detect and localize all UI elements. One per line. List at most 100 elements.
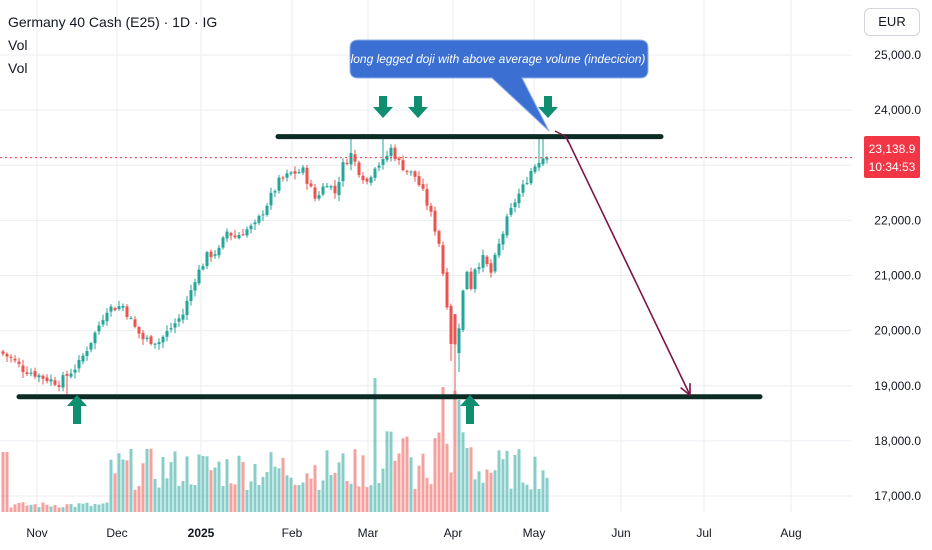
candle-body xyxy=(49,379,53,382)
candle-body xyxy=(177,318,181,322)
volume-bar xyxy=(269,452,273,512)
price-axis[interactable]: 17,000.0 18,000.0 19,000.0 20,000.0 21,000.0… xyxy=(874,48,921,503)
volume-bar xyxy=(89,505,93,512)
candle-body xyxy=(457,328,461,354)
volume-bar xyxy=(177,485,181,512)
volume-bar xyxy=(497,450,501,512)
candle-body xyxy=(501,233,505,245)
candle-body xyxy=(437,231,441,244)
volume-bar xyxy=(61,507,65,512)
candle-body xyxy=(189,290,193,301)
callout-bubble[interactable] xyxy=(349,39,649,132)
chart-title[interactable]: Germany 40 Cash (E25) · 1D · IG xyxy=(8,14,218,30)
horizontal-levels[interactable] xyxy=(16,134,763,400)
candle-body xyxy=(77,359,81,369)
candle-body xyxy=(417,176,421,186)
volume-bar xyxy=(37,507,41,512)
volume-bar xyxy=(445,443,449,512)
projection-arrow[interactable] xyxy=(554,130,691,397)
candle-body xyxy=(473,269,477,290)
time-tick-label: 2025 xyxy=(188,526,215,540)
volume-bar xyxy=(513,455,517,512)
volume-bar xyxy=(477,471,481,512)
candle-body xyxy=(357,162,361,176)
candle-body xyxy=(169,328,173,330)
candle-body xyxy=(313,187,317,199)
volume-bar xyxy=(49,506,53,512)
candle-body xyxy=(277,177,281,191)
volume-bar xyxy=(41,502,45,512)
volume-indicator-label[interactable]: Vol xyxy=(8,37,28,53)
candle-body xyxy=(285,173,289,178)
volume-bar xyxy=(181,481,185,512)
volume-bar xyxy=(301,482,305,512)
volume-bar xyxy=(213,467,217,512)
arrow-markers[interactable] xyxy=(67,96,558,424)
callout-text: long legged doji with above average volu… xyxy=(351,52,646,66)
candle-body xyxy=(117,306,121,310)
volume-bar xyxy=(473,479,477,512)
candle-body xyxy=(93,332,97,344)
candle-body xyxy=(85,351,89,356)
price-tick-label: 22,000.0 xyxy=(874,213,921,227)
candle-body xyxy=(413,171,417,177)
volume-bar xyxy=(133,489,137,512)
volume-bar xyxy=(377,482,381,512)
volume-bar xyxy=(393,460,397,512)
volume-bar xyxy=(317,489,321,512)
volume-bar xyxy=(205,456,209,512)
annotation-callout[interactable]: long legged doji with above average volu… xyxy=(349,39,649,132)
candle-body xyxy=(237,234,241,239)
candle-body xyxy=(521,184,525,193)
volume-bar xyxy=(201,456,205,512)
candle-body xyxy=(445,272,449,308)
candle-body xyxy=(249,225,253,230)
candle-body xyxy=(149,336,153,345)
candle-body xyxy=(57,385,61,387)
volume-bar xyxy=(309,478,313,512)
candle-body xyxy=(305,167,309,184)
volume-bar xyxy=(237,455,241,512)
volume-bar xyxy=(521,482,525,512)
volume-bar xyxy=(229,483,233,512)
currency-button[interactable]: EUR xyxy=(864,8,920,36)
candle-body xyxy=(229,233,233,236)
candle-body xyxy=(193,282,197,291)
candle-body xyxy=(25,372,29,374)
candle-body xyxy=(477,267,481,270)
candle-body xyxy=(1,351,5,354)
candle-body xyxy=(317,195,321,199)
candle-body xyxy=(45,377,49,382)
candle-body xyxy=(537,162,541,168)
marker-arrow-down-icon xyxy=(538,96,558,118)
candle-body xyxy=(349,153,353,165)
candle-body xyxy=(333,185,337,194)
candle-body xyxy=(341,162,345,182)
volume-bar xyxy=(241,461,245,512)
volume-bar xyxy=(109,459,113,512)
volume-bar xyxy=(277,468,281,512)
candle-body xyxy=(9,356,13,358)
candle-body xyxy=(161,336,165,343)
candle-body xyxy=(529,171,533,184)
volume-bar xyxy=(425,477,429,512)
time-tick-label: Jun xyxy=(611,526,630,540)
volume-bar xyxy=(505,450,509,512)
time-axis[interactable]: Nov Dec 2025 Feb Mar Apr May Jun Jul Aug xyxy=(26,526,801,540)
volume-bar xyxy=(245,489,249,512)
volume-bar xyxy=(465,448,469,512)
volume-bar xyxy=(81,503,85,512)
candle-body xyxy=(381,159,385,165)
volume-bar xyxy=(253,463,257,512)
volume-bar xyxy=(305,473,309,512)
volume-indicator-label-2[interactable]: Vol xyxy=(8,60,28,76)
candle-body xyxy=(329,186,333,188)
volume-bar xyxy=(225,459,229,512)
candle-body xyxy=(365,178,369,182)
volume-bar xyxy=(489,472,493,512)
volume-bar xyxy=(273,466,277,512)
volume-bar xyxy=(413,488,417,512)
volume-bar xyxy=(65,504,69,512)
candle-body xyxy=(321,186,325,195)
